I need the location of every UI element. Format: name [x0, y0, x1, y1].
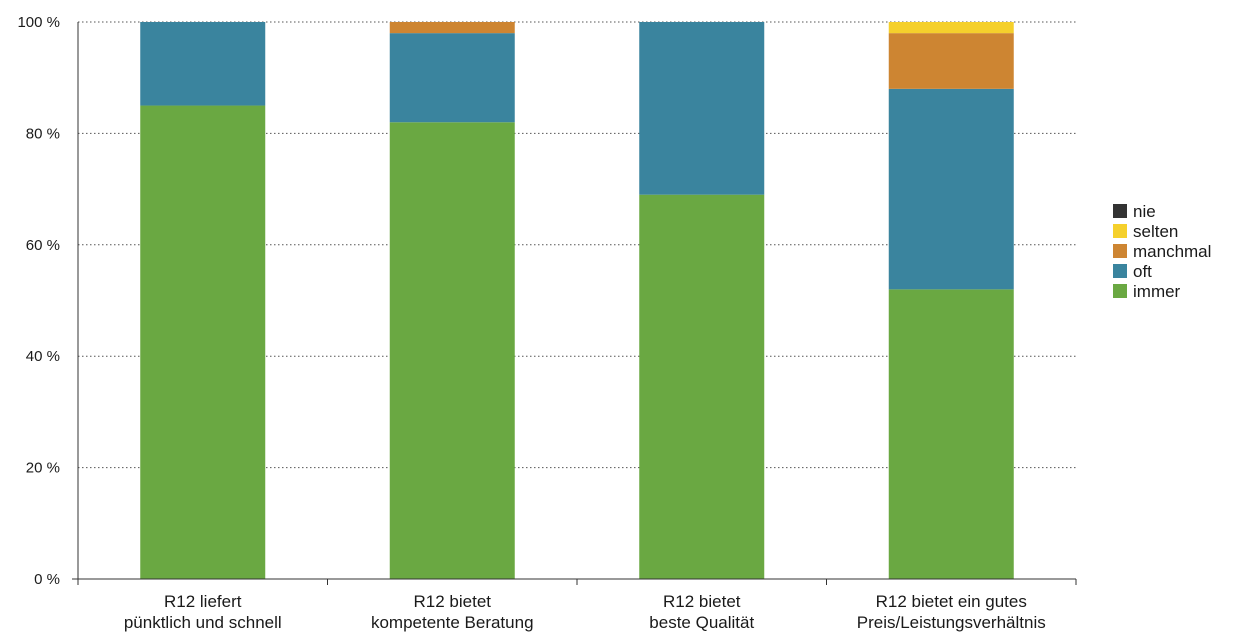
legend-swatch-immer	[1113, 284, 1127, 298]
x-category-label: R12 bietet ein gutes	[876, 592, 1027, 611]
y-tick-label: 100 %	[17, 14, 60, 31]
bar-segment-oft	[888, 88, 1014, 290]
legend-swatch-manchmal	[1113, 244, 1127, 258]
legend-label-manchmal: manchmal	[1133, 242, 1211, 261]
x-category-label: Preis/Leistungsverhältnis	[857, 613, 1046, 632]
x-category-label: pünktlich und schnell	[124, 613, 282, 632]
y-tick-label: 40 %	[26, 348, 60, 365]
legend-swatch-oft	[1113, 264, 1127, 278]
bar-segment-manchmal	[389, 22, 515, 34]
bar-segment-oft	[140, 22, 266, 106]
x-category-label: R12 bietet	[663, 592, 741, 611]
bar-segment-manchmal	[888, 33, 1014, 89]
y-tick-label: 60 %	[26, 237, 60, 254]
bar-segment-immer	[140, 105, 266, 580]
legend-label-immer: immer	[1133, 282, 1181, 301]
legend-label-oft: oft	[1133, 262, 1152, 281]
bar-segment-selten	[888, 22, 1014, 34]
x-category-label: beste Qualität	[649, 613, 754, 632]
legend-swatch-selten	[1113, 224, 1127, 238]
legend-label-selten: selten	[1133, 222, 1178, 241]
y-tick-label: 80 %	[26, 125, 60, 142]
y-tick-label: 20 %	[26, 460, 60, 477]
legend-swatch-nie	[1113, 204, 1127, 218]
x-category-label: kompetente Beratung	[371, 613, 534, 632]
bar-segment-immer	[389, 122, 515, 579]
bar-segment-oft	[389, 33, 515, 123]
bar-segment-oft	[639, 22, 765, 195]
x-category-label: R12 bietet	[414, 592, 492, 611]
x-category-label: R12 liefert	[164, 592, 242, 611]
bar-segment-immer	[888, 289, 1014, 579]
legend-label-nie: nie	[1133, 202, 1156, 221]
bar-segment-immer	[639, 194, 765, 580]
y-tick-label: 0 %	[34, 571, 60, 588]
